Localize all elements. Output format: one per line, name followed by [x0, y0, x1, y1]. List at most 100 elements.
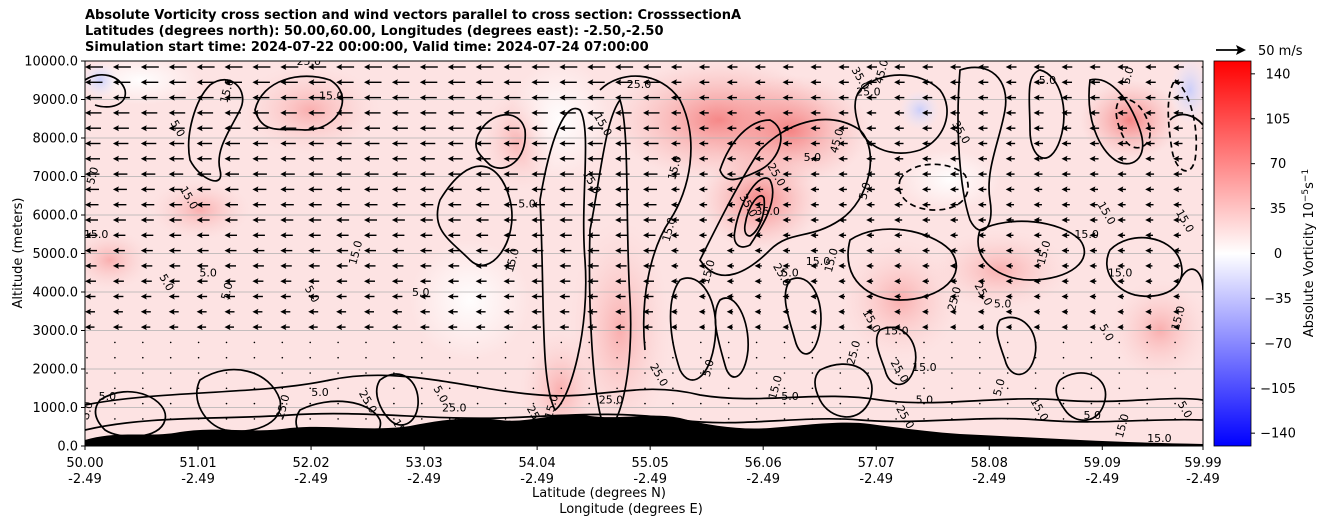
wind-vector: [475, 155, 491, 162]
wind-vector: [169, 387, 172, 390]
wind-vector: [475, 201, 490, 208]
wind-vector: [755, 387, 758, 390]
wind-vector: [504, 372, 507, 374]
plot-area: 25.015.05.015.05.015.015.015.05.0 5.05.0 5…: [84, 61, 1203, 446]
wind-vector: [503, 278, 515, 285]
wind-vector: [1145, 247, 1153, 254]
wind-vector: [1173, 324, 1180, 331]
wind-vector: [252, 232, 265, 239]
wind-vector: [1117, 232, 1126, 239]
wind-vector: [726, 64, 738, 70]
wind-vector: [838, 247, 846, 254]
wind-vector: [532, 402, 535, 405]
wind-vector: [169, 372, 172, 374]
wind-vector: [559, 278, 571, 285]
wind-vector: [644, 341, 646, 344]
wind-vector: [85, 140, 101, 147]
wind-vector: [196, 155, 212, 162]
wind-vector: [670, 262, 679, 269]
colorbar-gradient: [1213, 60, 1252, 447]
wind-vector: [1089, 201, 1098, 208]
wind-vector: [782, 247, 790, 254]
wind-vector: [810, 217, 819, 223]
wind-vector: [252, 94, 270, 101]
wind-vector: [503, 186, 518, 193]
wind-vector: [644, 356, 646, 359]
wind-vector: [419, 247, 432, 254]
y-tick-label: 1000.0: [33, 401, 79, 416]
wind-vector: [252, 278, 264, 285]
x-tick-label-lon: -2.49: [633, 472, 667, 487]
wind-vector: [1118, 341, 1121, 344]
wind-vector: [336, 186, 351, 193]
wind-vector: [531, 247, 544, 254]
wind-vector: [670, 140, 681, 147]
wind-vector: [308, 171, 323, 178]
wind-vector: [280, 109, 297, 116]
wind-vector: [1117, 186, 1126, 193]
wind-vector: [1005, 155, 1015, 162]
wind-vector: [224, 140, 240, 147]
wind-vector: [810, 324, 817, 331]
wind-vector: [838, 64, 850, 70]
wind-vector: [1146, 387, 1148, 390]
wind-vector: [336, 79, 354, 86]
wind-vector: [309, 341, 312, 344]
wind-vector: [1089, 324, 1096, 331]
wind-vector: [782, 171, 792, 178]
wind-vector: [391, 262, 404, 269]
wind-vector: [1033, 217, 1042, 223]
wind-vector: [224, 324, 234, 331]
wind-vector: [643, 201, 657, 208]
wind-vector: [1005, 217, 1014, 223]
wind-vector: [503, 171, 518, 178]
wind-vector: [949, 278, 957, 285]
wind-vector: [670, 155, 681, 162]
wind-vector: [196, 247, 209, 254]
wind-vector: [196, 217, 210, 223]
wind-vector: [225, 372, 228, 374]
wind-vectors: [85, 64, 1203, 420]
wind-vector: [280, 94, 298, 101]
wind-vector: [560, 387, 563, 390]
wind-vector: [140, 262, 153, 269]
wind-vector: [867, 356, 869, 359]
wind-vector: [140, 79, 159, 86]
wind-vector: [1117, 155, 1127, 162]
wind-vector: [588, 418, 590, 420]
contour-label: 5.0: [84, 165, 101, 185]
wind-vector: [1061, 232, 1070, 239]
wind-vector: [977, 262, 986, 269]
wind-vector: [419, 171, 435, 178]
wind-vector: [1089, 247, 1097, 254]
wind-vector: [782, 140, 792, 147]
wind-vector: [419, 278, 431, 285]
wind-vector: [421, 372, 423, 374]
wind-vector: [810, 247, 818, 254]
contour-label: 25.0: [274, 393, 293, 420]
wind-vector: [475, 308, 486, 315]
wind-vector: [951, 387, 953, 390]
wind-vector: [643, 324, 653, 331]
wind-vector: [1117, 140, 1127, 147]
wind-vector: [85, 125, 101, 132]
wind-vector: [86, 387, 88, 390]
wind-vector: [866, 155, 876, 162]
wind-vector: [1117, 79, 1128, 86]
wind-vector: [337, 418, 339, 420]
wind-vector: [866, 140, 876, 147]
wind-vector: [698, 278, 706, 285]
wind-vector: [447, 155, 463, 162]
wind-vector: [85, 155, 100, 162]
wind-vector: [112, 125, 129, 132]
wind-vector: [140, 64, 159, 70]
wind-vector: [559, 324, 569, 331]
wind-vector: [419, 308, 430, 315]
wind-vector: [782, 94, 793, 101]
wind-vector: [225, 356, 228, 359]
wind-vector: [365, 387, 367, 390]
wind-vector: [726, 155, 736, 162]
wind-vector: [616, 356, 618, 359]
wind-vector: [949, 324, 957, 331]
wind-vector: [1006, 418, 1009, 420]
